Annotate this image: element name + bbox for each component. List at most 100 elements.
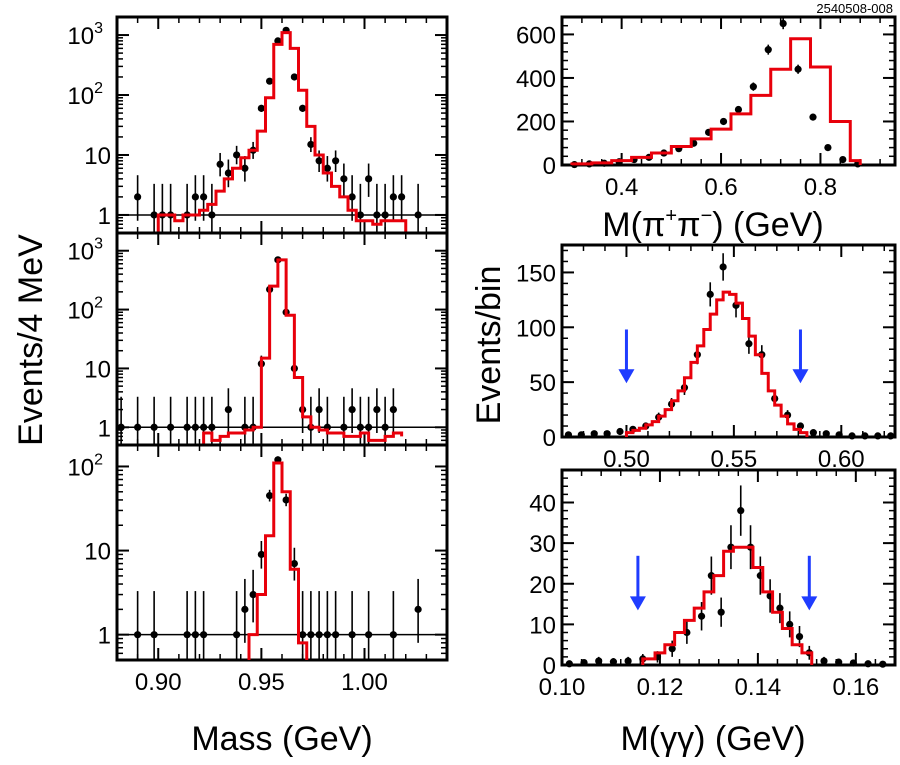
r2-frame [560,243,897,439]
l1-data-point [150,211,158,219]
right-ylabel: Events/bin [470,266,508,425]
l1-data-point [241,164,249,172]
l3-data-point [299,631,307,639]
l1-ytick-label: 102 [67,80,103,110]
r1-xtick-label: 0.8 [804,174,837,201]
r1-data-point [839,155,847,164]
l1-fit-histogram [156,31,408,233]
l2-ytick-exp: 2 [94,295,103,312]
l3-ytick-label: 102 [67,451,103,481]
r2-data-point [848,432,856,440]
l2-fit-histogram [202,258,404,445]
l1-data-point [224,169,232,177]
l1-ytick-label: 103 [67,20,103,50]
l1-data-point [356,211,364,219]
r3-fit-histogram [641,545,814,665]
l2-data-point [348,405,356,414]
l3-data-point [134,631,142,639]
r2-ytick-label: 150 [516,260,556,287]
r1-ytick-label: 600 [516,22,556,49]
l1-data-point [332,157,340,165]
r1-ytick-label: 200 [516,109,556,136]
r3-data-point [595,657,603,665]
l1-ytick-base: 10 [67,23,94,50]
r2-data-point [809,429,817,437]
l3-data-point [323,631,331,639]
r3-frame [560,468,897,667]
r3-data-point [864,660,872,668]
r1-xtick-label: 0.6 [704,174,737,201]
l3-data-point [290,560,298,568]
l1-data-point [216,160,224,168]
l2-data-point [167,423,175,431]
l1-data-point [134,193,142,201]
r3-data-point [737,507,745,515]
r3-data-point [786,620,794,628]
figure-id: 2540508-008 [816,1,893,16]
r2-fit-histogram [624,290,809,437]
l3-data-point [233,631,241,639]
l3-xtick-label: 0.95 [238,669,285,696]
l3-data-point [389,631,397,639]
l1-ytick-label: 10 [84,143,111,170]
r1-ytick-label: 400 [516,66,556,93]
left-xlabel: Mass (GeV) [191,720,372,758]
r3-cut-arrow-head [629,596,646,611]
l1-data-point [323,164,331,172]
r2-data-point [603,430,611,438]
l2-data-point [208,423,216,431]
l2-data-point [150,423,158,431]
l2-data-point [191,423,199,431]
l3-ytick-base: 10 [67,454,94,481]
r3-data-point [697,612,706,620]
l3-data-point [348,631,356,639]
r2-ytick-label: 0 [543,425,556,452]
r3-data-point [624,657,632,665]
l2-ytick-base: 10 [67,298,94,325]
l3-data-point [241,605,249,613]
l3-data-point [150,631,158,639]
l1-data-point [274,37,282,45]
l2-ytick-label: 1 [98,415,111,442]
r3-data-point [717,608,725,616]
r1-data-point [734,105,743,114]
left-ylabel: Events/4 MeV [12,234,50,446]
l1-data-point [257,104,265,112]
l3-ytick-label: 1 [98,623,111,650]
l2-ytick-base: 10 [67,239,94,266]
r2-data-point [835,431,843,439]
r2-ytick-label: 100 [516,315,556,342]
l3-data-point [365,631,373,639]
r2-data-point [887,432,895,440]
l3-data-point [191,631,199,639]
l2-data-point [373,405,381,414]
l2-ytick-label: 102 [67,295,103,325]
l2-data-point [315,405,323,414]
l3-data-point [257,550,265,559]
r3-data-point [879,660,887,668]
l1-data-point [365,175,373,183]
l1-ytick-exp: 3 [94,20,103,37]
l2-ytick-label: 103 [67,236,103,266]
r1-xlabel-c: ) (GeV) [712,206,823,244]
r3-xtick-label: 0.10 [539,674,586,701]
r1-xtick-label: 0.4 [605,174,638,201]
r1-frame [560,15,897,167]
l2-data-point [365,423,373,431]
r2-data-point [590,430,598,438]
r1-chart: 0 200 400 600 0.4 0.6 0.8 [516,15,897,201]
r2-data-point [861,432,869,440]
r1-data-point [794,65,802,73]
r3-ytick-label: 40 [529,491,556,518]
l1-data-point [315,157,323,165]
l3-ytick-label: 10 [84,539,111,566]
r3-cut-arrow-head [801,596,818,611]
l1-data-point [348,193,356,201]
r1-ytick-label: 0 [543,153,556,180]
l2-data-point [340,423,348,431]
r3-ytick-label: 20 [529,572,556,599]
l1-ytick-exp: 2 [94,80,103,97]
